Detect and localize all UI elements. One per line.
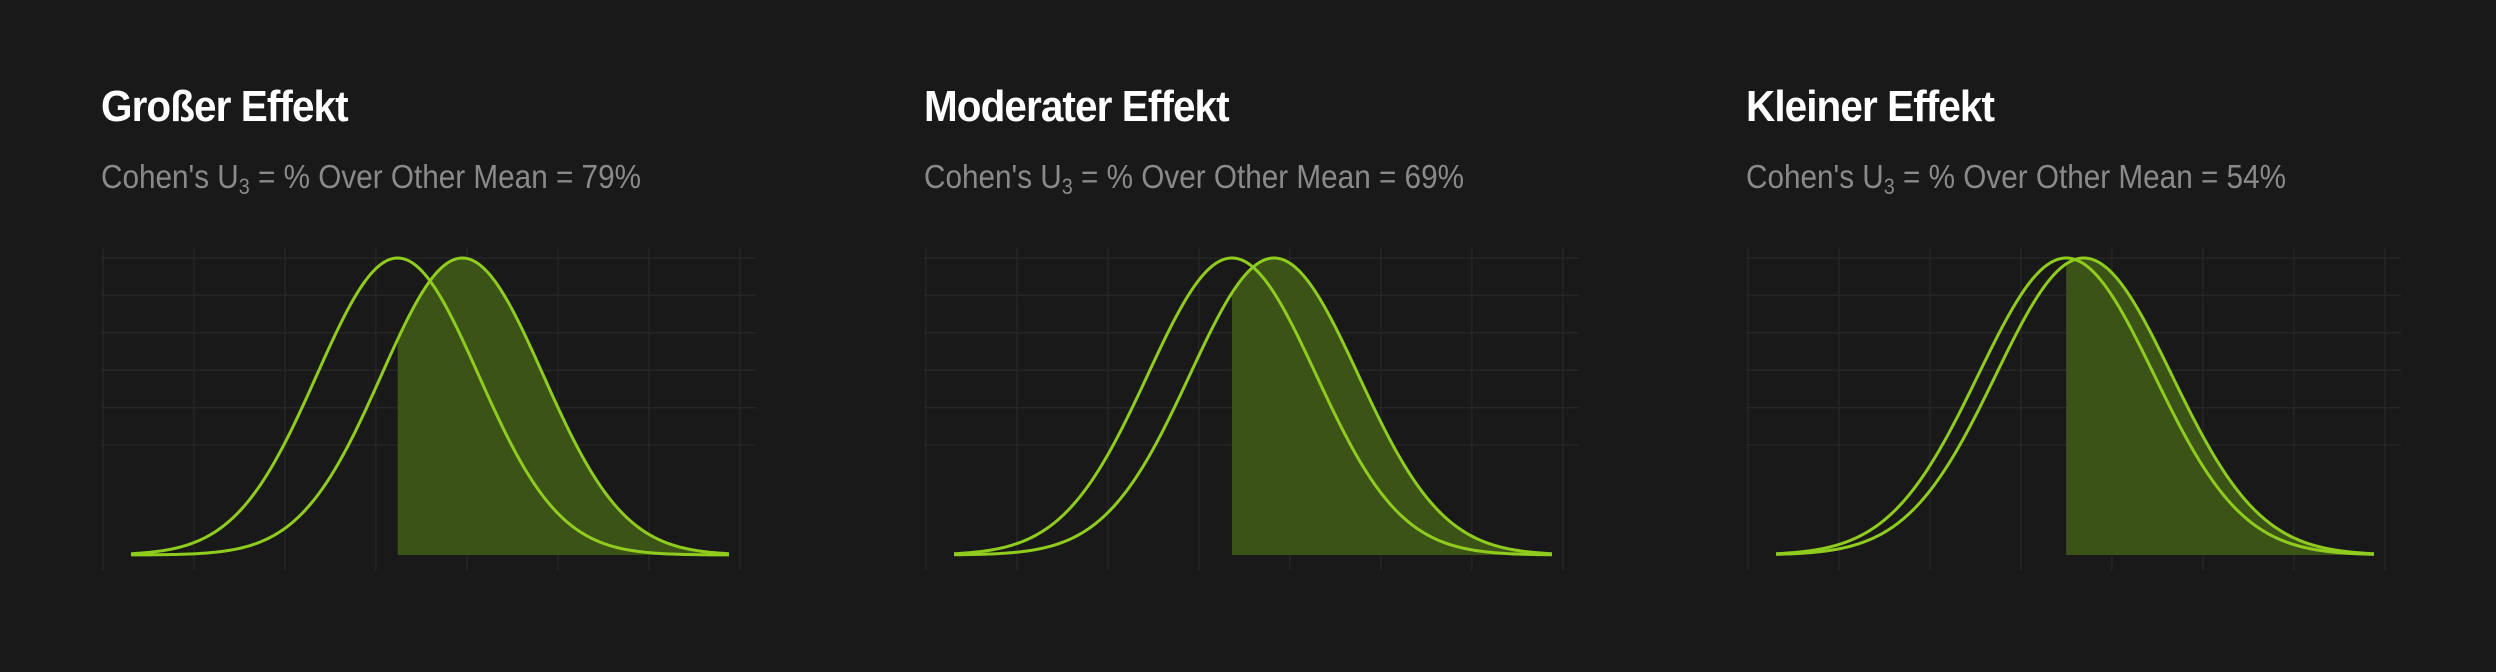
panel-title: Großer Effekt [101, 82, 349, 131]
distribution-chart [101, 248, 756, 570]
panel-title: Moderater Effekt [924, 82, 1230, 131]
subtitle-prefix: Cohen's U [924, 158, 1062, 195]
panel-subtitle: Cohen's U3 = % Over Other Mean = 79% [101, 158, 641, 200]
shifted-distribution-curve [1775, 256, 2375, 556]
shaded-area [1231, 258, 1552, 555]
distribution-chart [924, 248, 1579, 570]
subtitle-subscript: 3 [238, 174, 250, 199]
shaded-area [2066, 258, 2374, 555]
subtitle-suffix: = % Over Other Mean = 54% [1894, 158, 2287, 195]
subtitle-prefix: Cohen's U [101, 158, 239, 195]
panel-subtitle: Cohen's U3 = % Over Other Mean = 54% [1746, 158, 2286, 200]
panel-large-effect: Großer Effekt Cohen's U3 = % Over Other … [101, 0, 861, 672]
subtitle-suffix: = % Over Other Mean = 69% [1072, 158, 1465, 195]
shifted-distribution-curve [953, 256, 1553, 557]
panel-small-effect: Kleiner Effekt Cohen's U3 = % Over Other… [1746, 0, 2496, 672]
panel-subtitle: Cohen's U3 = % Over Other Mean = 69% [924, 158, 1464, 200]
subtitle-subscript: 3 [1061, 174, 1073, 199]
shifted-distribution-curve [130, 256, 730, 557]
subtitle-subscript: 3 [1883, 174, 1895, 199]
distribution-chart [1746, 248, 2401, 570]
panel-title: Kleiner Effekt [1746, 82, 1995, 131]
subtitle-prefix: Cohen's U [1746, 158, 1884, 195]
panel-moderate-effect: Moderater Effekt Cohen's U3 = % Over Oth… [924, 0, 1684, 672]
shaded-area [397, 258, 729, 555]
subtitle-suffix: = % Over Other Mean = 79% [249, 158, 642, 195]
